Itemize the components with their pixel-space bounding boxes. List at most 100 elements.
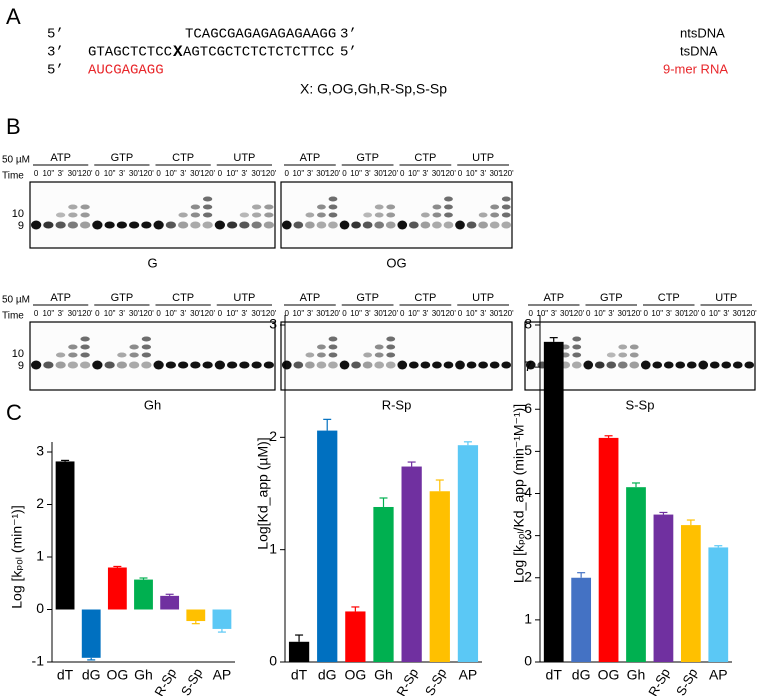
sequence: AUCGAGAGG — [88, 63, 164, 79]
band — [606, 352, 616, 358]
band — [386, 352, 396, 358]
bar — [653, 514, 674, 662]
time-tick: 0 — [285, 169, 290, 178]
band — [153, 220, 164, 230]
y-tick-label: 5 — [524, 442, 532, 458]
band — [68, 352, 78, 358]
band — [386, 212, 396, 218]
bar — [288, 641, 310, 662]
band — [141, 336, 152, 342]
time-tick: 0 — [342, 309, 347, 318]
band — [165, 361, 177, 369]
time-tick: 30' — [129, 169, 140, 178]
x-tick-label: AP — [709, 667, 728, 683]
band — [177, 221, 189, 229]
band — [80, 212, 90, 218]
x-tick-label: S-Sp — [178, 666, 205, 696]
band — [30, 360, 42, 370]
bar — [543, 341, 564, 662]
time-tick: 30' — [190, 309, 201, 318]
y-tick-label: 7 — [524, 358, 532, 374]
band — [351, 361, 361, 369]
time-tick: 30' — [251, 169, 262, 178]
band — [202, 204, 213, 210]
band — [92, 360, 103, 370]
x-tick-label: dT — [546, 667, 563, 683]
time-tick: 30' — [190, 169, 201, 178]
band — [686, 361, 697, 369]
band — [490, 204, 500, 210]
time-tick: 30' — [251, 309, 262, 318]
band — [606, 361, 617, 369]
gel-name: Gh — [144, 397, 161, 412]
band — [386, 344, 396, 350]
band — [281, 360, 292, 370]
band — [618, 344, 628, 350]
time-tick: 10" — [408, 169, 420, 178]
bar — [212, 609, 232, 629]
time-tick: 0 — [529, 309, 534, 318]
x-tick-label: OG — [598, 667, 620, 683]
time-tick: 30' — [489, 309, 500, 318]
band — [80, 352, 90, 358]
band — [501, 196, 511, 202]
band — [264, 212, 274, 218]
bar — [107, 567, 127, 610]
band — [328, 204, 338, 210]
time-tick: 120' — [261, 169, 276, 178]
time-tick: 10" — [292, 169, 304, 178]
time-tick: 3' — [608, 309, 614, 318]
time-tick: 3' — [307, 309, 313, 318]
nucleotide-label: CTP — [172, 152, 194, 164]
band — [420, 221, 431, 229]
time-tick: 3' — [58, 169, 64, 178]
band — [432, 212, 442, 218]
time-tick: 0 — [458, 309, 463, 318]
band — [251, 212, 262, 218]
band — [92, 220, 103, 230]
band — [128, 361, 140, 369]
time-tick: 120' — [499, 309, 514, 318]
x-tick-label: dG — [572, 667, 591, 683]
seq-end: 3’ — [340, 27, 357, 43]
time-tick: 120' — [627, 309, 642, 318]
band — [281, 220, 292, 230]
band — [104, 361, 115, 369]
y-tick-label: 1 — [36, 548, 44, 564]
bar — [317, 430, 338, 662]
band — [374, 204, 384, 210]
strand-name: 9-mer RNA — [663, 61, 728, 76]
time-tick: 0 — [218, 169, 223, 178]
band — [67, 361, 79, 369]
band-label: 10 — [12, 348, 24, 360]
time-tick: 30' — [316, 169, 327, 178]
time-tick: 120' — [261, 309, 276, 318]
nucleotide-label: GTP — [111, 152, 134, 164]
band — [117, 352, 127, 358]
band — [317, 204, 326, 210]
time-tick: 10" — [43, 169, 55, 178]
time-tick: 3' — [119, 169, 125, 178]
time-tick: 120' — [742, 309, 757, 318]
band — [351, 221, 361, 229]
time-tick: 30' — [129, 309, 140, 318]
band — [443, 221, 454, 229]
band — [501, 361, 512, 369]
y-tick-label: 4 — [524, 484, 532, 500]
band — [374, 221, 385, 229]
band — [478, 361, 488, 369]
x-tick-label: AP — [459, 667, 478, 683]
time-tick: 120' — [441, 309, 456, 318]
band — [30, 220, 42, 230]
time-tick: 10" — [43, 309, 55, 318]
band — [305, 352, 315, 358]
band — [583, 360, 594, 370]
band — [226, 361, 238, 369]
band — [141, 344, 152, 350]
band — [43, 221, 54, 229]
time-tick: 10" — [226, 309, 238, 318]
y-tick-label: 1 — [524, 611, 532, 627]
time-label: Time — [2, 171, 24, 182]
band — [214, 360, 226, 370]
band-label: 10 — [12, 208, 24, 220]
